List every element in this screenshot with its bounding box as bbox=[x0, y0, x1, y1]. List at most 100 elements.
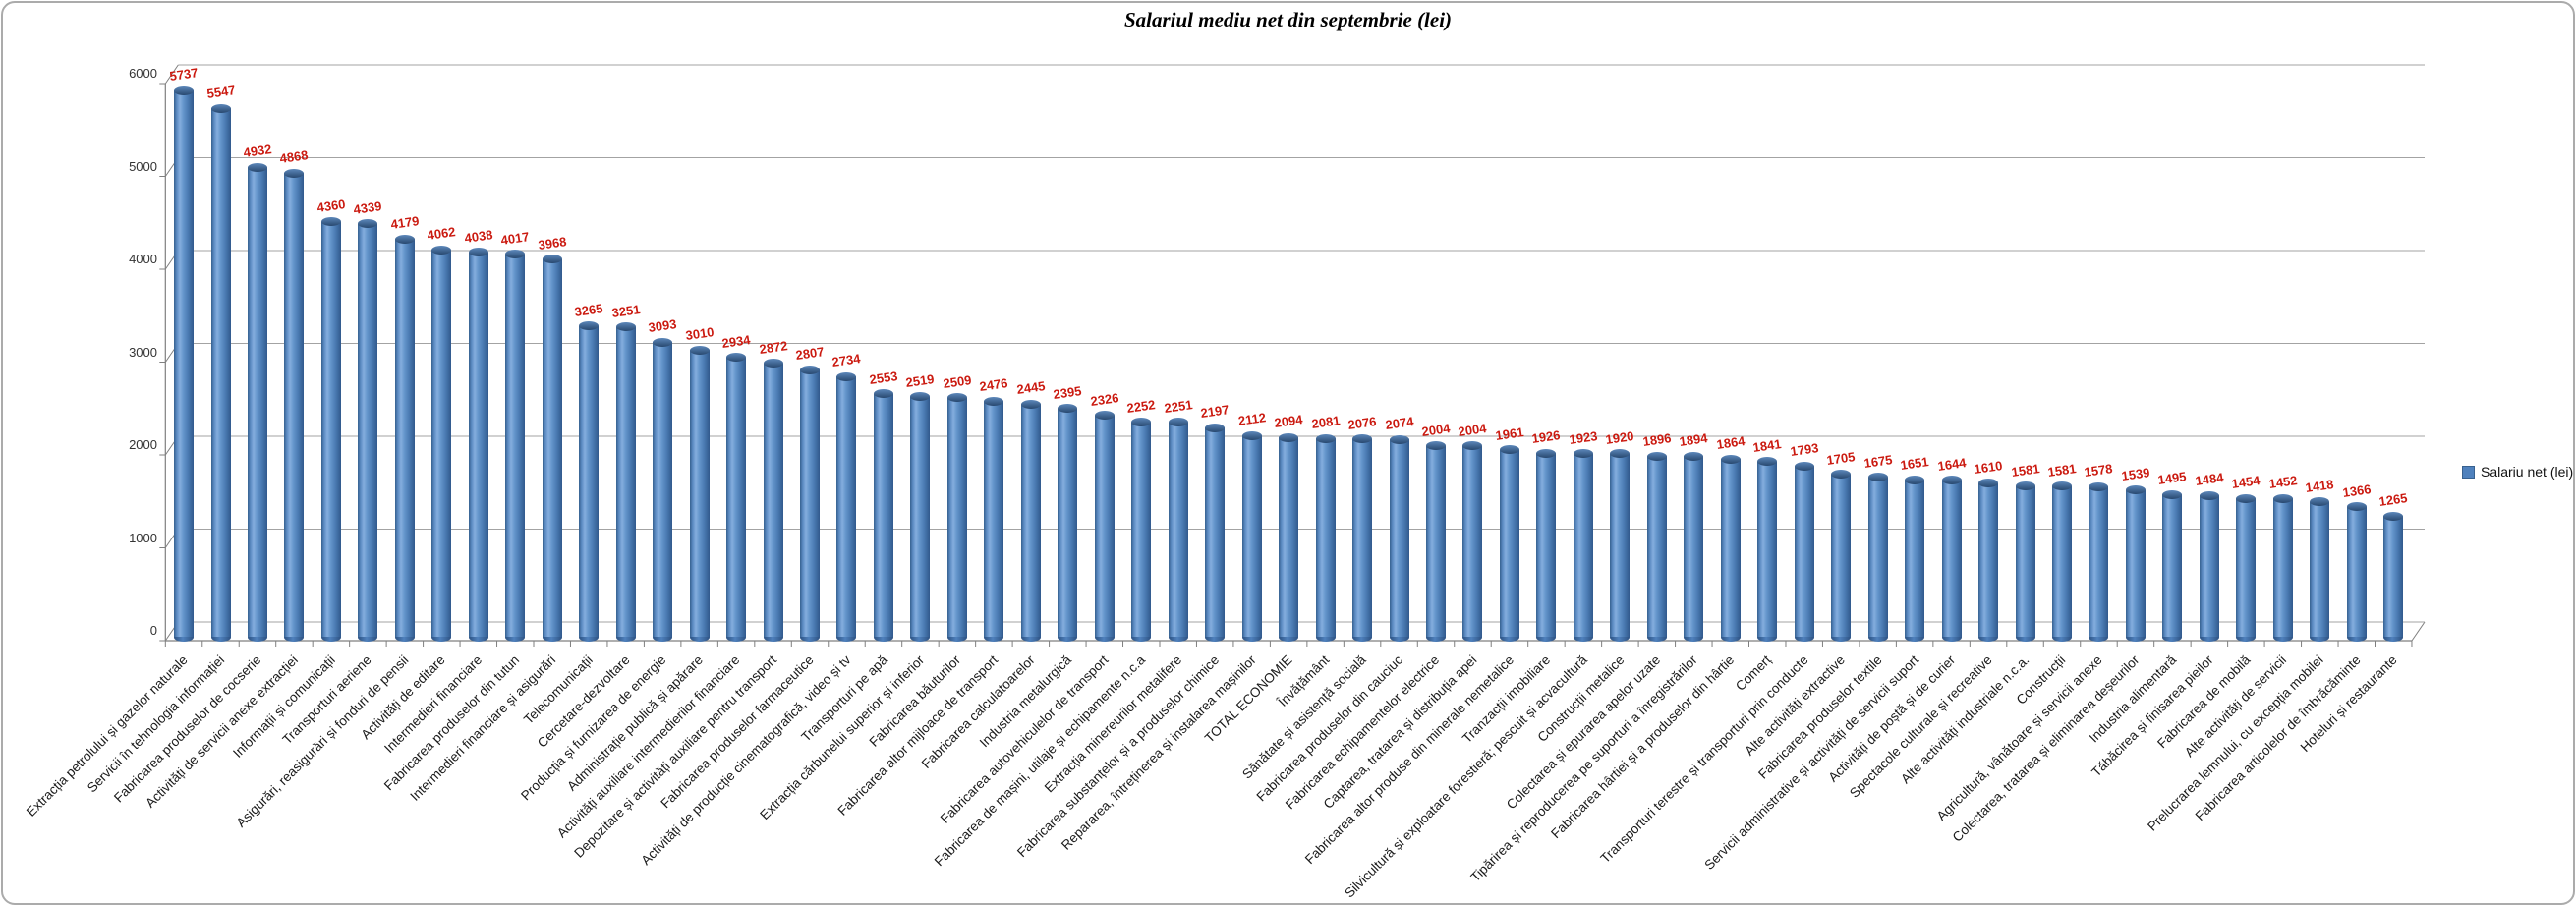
bar-bottom-ellipse bbox=[1978, 632, 1999, 642]
bar-bottom-ellipse bbox=[1168, 632, 1188, 642]
bar-top-ellipse bbox=[1867, 473, 1888, 482]
y-axis-tick-label: 5000 bbox=[129, 158, 157, 174]
bar[interactable] bbox=[2089, 486, 2109, 637]
bar-bottom-ellipse bbox=[1352, 632, 1373, 642]
bar-top-ellipse bbox=[836, 371, 857, 381]
chart-title: Salariul mediu net din septembrie (lei) bbox=[1123, 8, 1453, 31]
bar[interactable] bbox=[984, 401, 1004, 637]
bar[interactable] bbox=[542, 258, 562, 637]
bar[interactable] bbox=[2272, 498, 2293, 637]
bar-bottom-ellipse bbox=[910, 632, 931, 642]
bar-top-ellipse bbox=[1315, 433, 1336, 443]
bar-top-ellipse bbox=[1168, 418, 1188, 427]
bar[interactable] bbox=[653, 342, 673, 637]
bar-top-ellipse bbox=[2015, 481, 2035, 491]
bar[interactable] bbox=[836, 376, 857, 637]
bar-top-ellipse bbox=[2272, 493, 2293, 503]
bar-top-ellipse bbox=[468, 248, 488, 257]
bar[interactable] bbox=[763, 363, 783, 637]
bar-top-ellipse bbox=[1094, 411, 1115, 421]
bar-bottom-ellipse bbox=[726, 632, 747, 642]
bar[interactable] bbox=[284, 173, 305, 637]
bar[interactable] bbox=[1536, 453, 1557, 637]
bar[interactable] bbox=[2383, 516, 2404, 637]
bar[interactable] bbox=[1610, 453, 1631, 637]
bar-top-ellipse bbox=[1757, 457, 1778, 467]
bar[interactable] bbox=[1646, 456, 1667, 637]
bar[interactable] bbox=[1573, 453, 1593, 637]
bar[interactable] bbox=[873, 393, 893, 637]
bar[interactable] bbox=[1315, 438, 1336, 637]
bar-bottom-ellipse bbox=[836, 632, 857, 642]
bar[interactable] bbox=[726, 357, 747, 637]
bar[interactable] bbox=[1058, 408, 1078, 637]
bar-top-ellipse bbox=[1610, 449, 1631, 459]
bar[interactable] bbox=[1462, 445, 1483, 637]
legend[interactable]: Salariu net (lei) bbox=[2462, 464, 2573, 480]
bar-bottom-ellipse bbox=[358, 632, 378, 642]
bar[interactable] bbox=[1020, 404, 1041, 637]
bar-bottom-ellipse bbox=[2383, 632, 2404, 642]
bar[interactable] bbox=[1720, 459, 1741, 637]
bar[interactable] bbox=[1131, 422, 1152, 637]
bar[interactable] bbox=[468, 252, 488, 637]
y-axis-tick-label: 2000 bbox=[129, 437, 157, 452]
bar[interactable] bbox=[1978, 482, 1999, 637]
bar[interactable] bbox=[946, 397, 967, 637]
bar[interactable] bbox=[394, 239, 415, 637]
bar[interactable] bbox=[247, 167, 267, 637]
bar[interactable] bbox=[1168, 422, 1188, 637]
bar-bottom-ellipse bbox=[2310, 632, 2330, 642]
bar[interactable] bbox=[1867, 477, 1888, 637]
bar[interactable] bbox=[505, 254, 526, 637]
bar[interactable] bbox=[1684, 456, 1704, 637]
bar[interactable] bbox=[2346, 506, 2367, 637]
bar[interactable] bbox=[1499, 449, 1519, 637]
bar[interactable] bbox=[2199, 495, 2219, 637]
bar-bottom-ellipse bbox=[468, 632, 488, 642]
bar-bottom-ellipse bbox=[653, 632, 673, 642]
bar[interactable] bbox=[1831, 474, 1852, 637]
bar[interactable] bbox=[210, 108, 231, 637]
bar-bottom-ellipse bbox=[1831, 632, 1852, 642]
bar[interactable] bbox=[358, 223, 378, 637]
bar[interactable] bbox=[1426, 445, 1446, 637]
bar[interactable] bbox=[615, 326, 636, 637]
bar[interactable] bbox=[1757, 461, 1778, 637]
bar[interactable] bbox=[800, 369, 821, 637]
bar-top-ellipse bbox=[1058, 404, 1078, 414]
bar[interactable] bbox=[579, 325, 600, 637]
bar[interactable] bbox=[1905, 480, 1925, 637]
bar[interactable] bbox=[1352, 438, 1373, 637]
bar[interactable] bbox=[2236, 498, 2257, 637]
bar[interactable] bbox=[431, 250, 452, 637]
bar[interactable] bbox=[1205, 427, 1226, 637]
bar[interactable] bbox=[2125, 489, 2146, 637]
bar[interactable] bbox=[910, 396, 931, 637]
bar[interactable] bbox=[320, 221, 341, 637]
bar[interactable] bbox=[2310, 501, 2330, 637]
bar[interactable] bbox=[2015, 485, 2035, 637]
bar-bottom-ellipse bbox=[2272, 632, 2293, 642]
bar[interactable] bbox=[1794, 466, 1814, 637]
bar-top-ellipse bbox=[1536, 448, 1557, 458]
bar[interactable] bbox=[689, 350, 710, 637]
bar[interactable] bbox=[1094, 415, 1115, 637]
bar-bottom-ellipse bbox=[542, 632, 562, 642]
bar-top-ellipse bbox=[984, 396, 1004, 406]
bar[interactable] bbox=[1941, 480, 1962, 637]
bar-bottom-ellipse bbox=[1020, 632, 1041, 642]
bar-top-ellipse bbox=[284, 168, 305, 178]
bar[interactable] bbox=[1389, 439, 1409, 637]
bar-top-ellipse bbox=[2236, 493, 2257, 503]
bar[interactable] bbox=[2052, 485, 2072, 637]
bar-bottom-ellipse bbox=[579, 632, 600, 642]
bar-top-ellipse bbox=[763, 359, 783, 368]
bar-bottom-ellipse bbox=[1389, 632, 1409, 642]
bar[interactable] bbox=[2162, 494, 2183, 637]
bar-bottom-ellipse bbox=[984, 632, 1004, 642]
bar[interactable] bbox=[1241, 435, 1262, 637]
bar[interactable] bbox=[1279, 437, 1299, 637]
bar[interactable] bbox=[174, 90, 195, 637]
bar-top-ellipse bbox=[1462, 441, 1483, 451]
